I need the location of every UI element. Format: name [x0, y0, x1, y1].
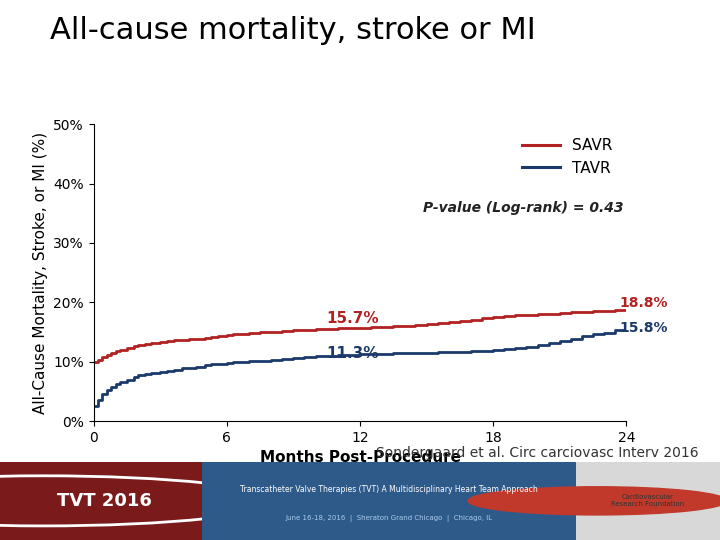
Text: Cardiovascular
Research Foundation: Cardiovascular Research Foundation: [611, 494, 685, 508]
FancyBboxPatch shape: [0, 462, 720, 540]
X-axis label: Months Post-Procedure: Months Post-Procedure: [259, 450, 461, 465]
Text: 15.7%: 15.7%: [327, 311, 379, 326]
Circle shape: [468, 487, 720, 515]
Text: 15.8%: 15.8%: [620, 321, 668, 335]
Text: June 16-18, 2016  |  Sheraton Grand Chicago  |  Chicago, IL: June 16-18, 2016 | Sheraton Grand Chicag…: [285, 515, 492, 522]
Text: P-value (Log-rank) = 0.43: P-value (Log-rank) = 0.43: [423, 201, 624, 215]
Y-axis label: All-Cause Mortality, Stroke, or MI (%): All-Cause Mortality, Stroke, or MI (%): [32, 132, 48, 414]
FancyBboxPatch shape: [202, 462, 576, 540]
Text: All-cause mortality, stroke or MI: All-cause mortality, stroke or MI: [50, 16, 536, 45]
Text: Transcatheter Valve Therapies (TVT) A Multidisciplinary Heart Team Approach: Transcatheter Valve Therapies (TVT) A Mu…: [240, 484, 538, 494]
Legend: SAVR, TAVR: SAVR, TAVR: [516, 132, 618, 181]
Text: TVT 2016: TVT 2016: [57, 492, 152, 510]
Text: 11.3%: 11.3%: [327, 346, 379, 361]
FancyBboxPatch shape: [576, 462, 720, 540]
Text: Sondergaard et al. Circ carciovasc Interv 2016: Sondergaard et al. Circ carciovasc Inter…: [376, 446, 698, 460]
FancyBboxPatch shape: [0, 462, 202, 540]
Text: 18.8%: 18.8%: [620, 296, 668, 310]
